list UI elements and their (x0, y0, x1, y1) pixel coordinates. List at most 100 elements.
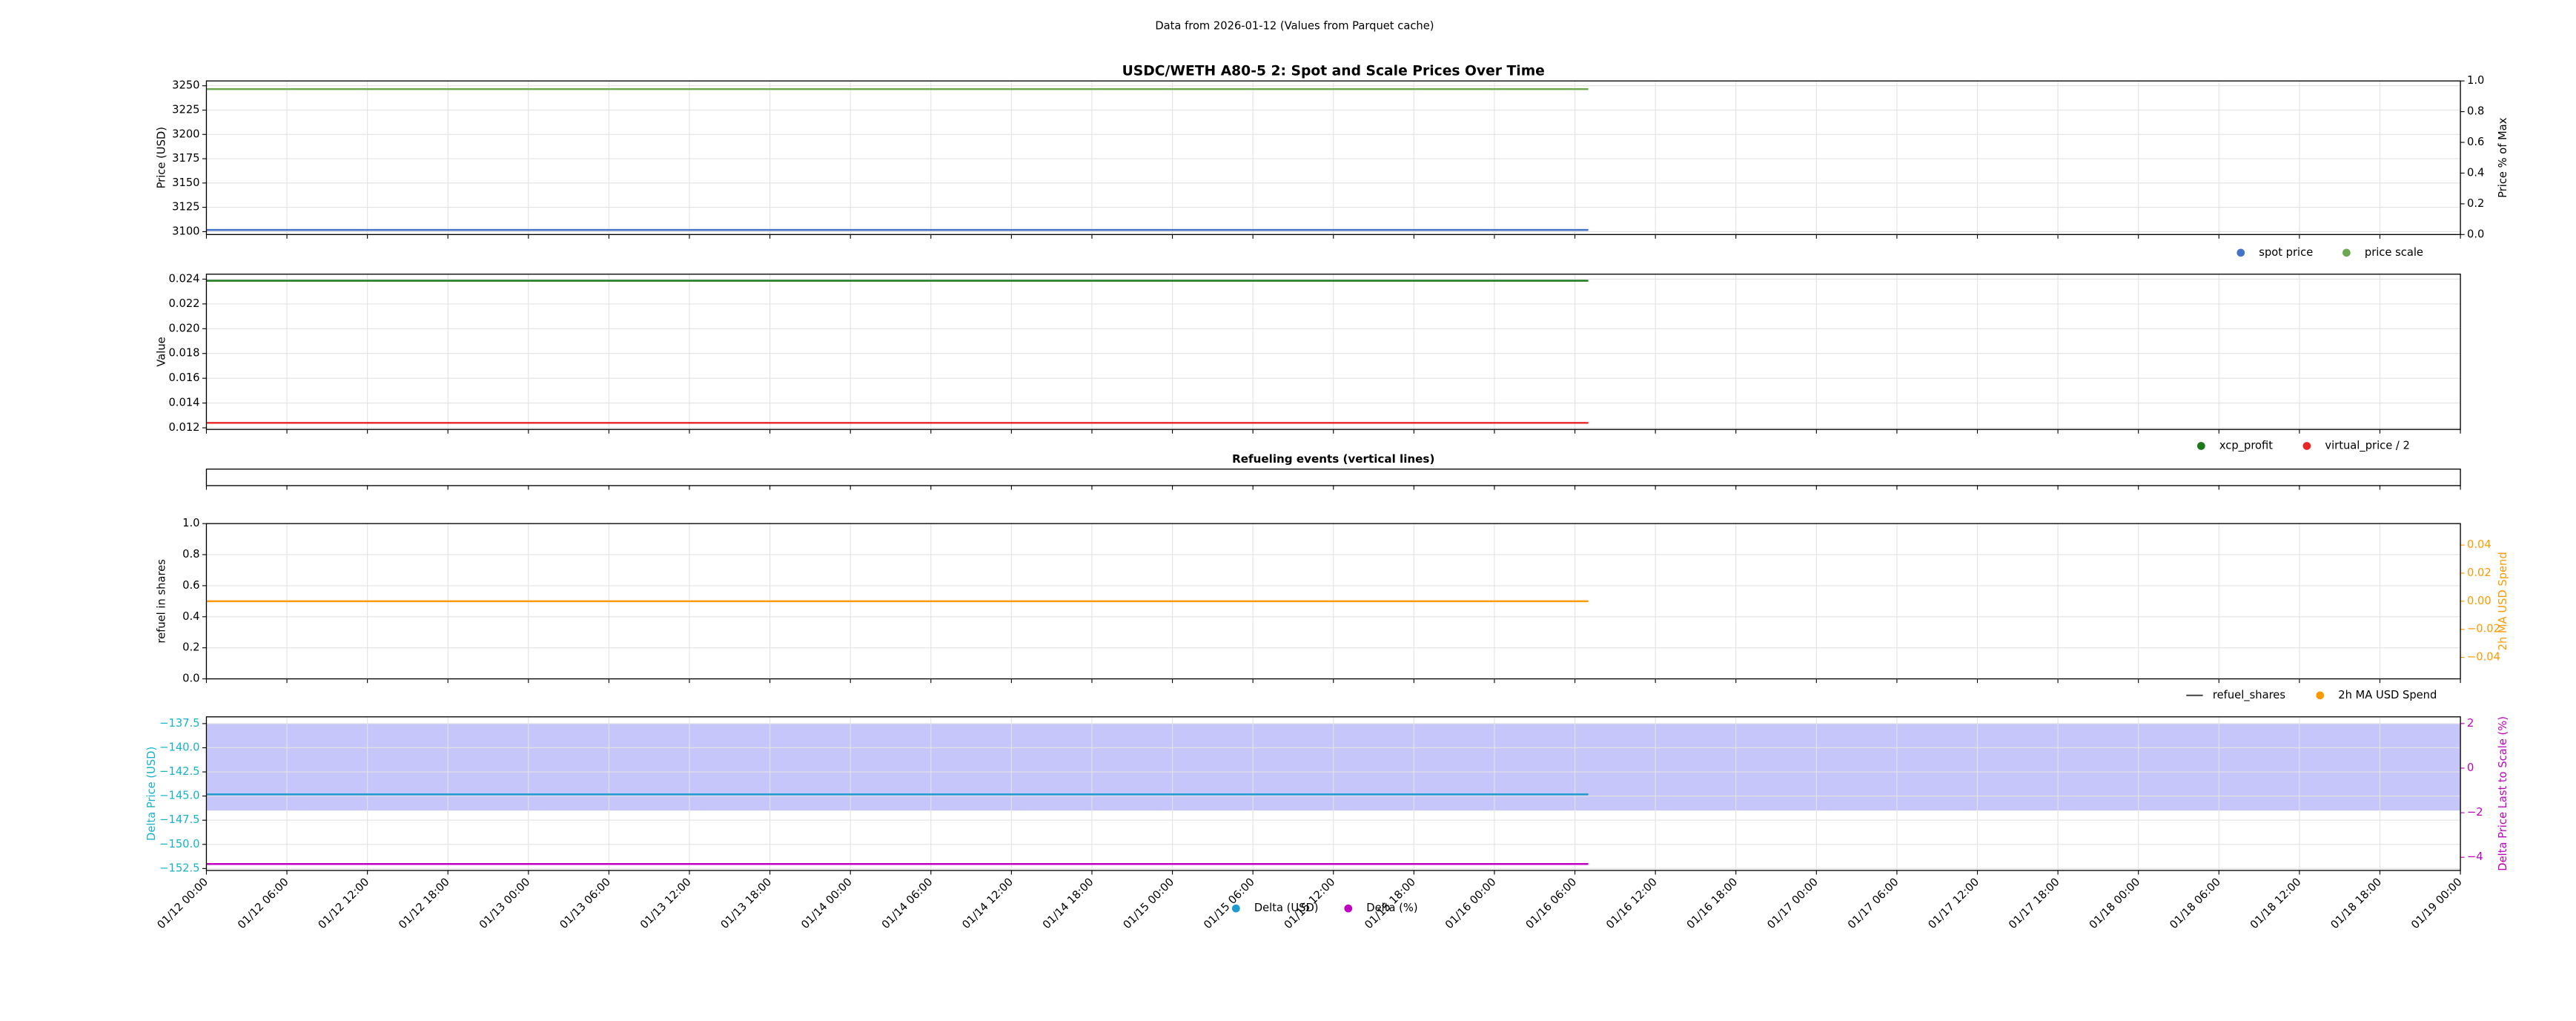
y2-axis-label: Delta Price Last to Scale (%) (2497, 716, 2509, 871)
x-tick-label: 01/14 00:00 (799, 876, 855, 931)
legend-marker (2342, 248, 2351, 257)
legend-label: 2h MA USD Spend (2338, 689, 2437, 701)
y-tick-label: 3250 (172, 79, 199, 92)
axes-frame (205, 523, 2461, 680)
x-tick-label: 01/12 00:00 (155, 876, 211, 931)
y-tick-label: 3150 (172, 176, 199, 189)
legend-label: refuel_shares (2213, 689, 2285, 701)
y-tick-label: 3200 (172, 128, 199, 140)
legend-label: xcp_profit (2219, 439, 2273, 452)
y2-tick-label: −0.04 (2467, 651, 2500, 664)
y2-axis-label: 2h MA USD Spend (2497, 552, 2509, 650)
y-tick-label: 0.2 (182, 641, 199, 654)
legend-marker (2302, 442, 2311, 450)
x-tick-label: 01/14 18:00 (1040, 876, 1096, 931)
y-tick-label: −147.5 (159, 813, 199, 826)
panel-title: Refueling events (vertical lines) (1232, 452, 1434, 466)
y2-tick-label: 0.02 (2467, 566, 2491, 579)
y-axis-label: Price (USD) (155, 127, 168, 188)
y2-tick-label: 2 (2467, 717, 2474, 730)
legend-marker (2316, 691, 2325, 700)
y-tick-label: 3100 (172, 225, 199, 237)
y2-tick-label: 0.4 (2467, 166, 2484, 179)
x-tick-label: 01/14 06:00 (879, 876, 935, 931)
y-tick-label: −142.5 (159, 765, 199, 778)
legend-label: price scale (2365, 246, 2423, 259)
x-tick-label: 01/13 00:00 (477, 876, 532, 931)
x-tick-label: 01/15 06:00 (1202, 876, 1257, 931)
x-tick-label: 01/18 00:00 (2087, 876, 2142, 931)
y2-tick-label: 1.0 (2467, 74, 2484, 87)
y-tick-label: 0.014 (168, 397, 199, 409)
y-tick-label: 0.4 (182, 610, 199, 623)
y2-tick-label: 0 (2467, 761, 2474, 774)
y2-tick-label: −4 (2467, 850, 2483, 863)
y-tick-label: 3225 (172, 103, 199, 116)
y2-tick-label: 0.2 (2467, 197, 2484, 210)
y2-tick-label: 0.0 (2467, 228, 2484, 240)
y-tick-label: −145.0 (159, 790, 199, 802)
x-tick-label: 01/17 12:00 (1926, 876, 1981, 931)
legend-label: virtual_price / 2 (2325, 439, 2409, 452)
x-tick-label: 01/19 00:00 (2409, 876, 2465, 931)
x-tick-label: 01/17 18:00 (2007, 876, 2062, 931)
axes-frame (205, 716, 2461, 871)
y-tick-label: 0.016 (168, 371, 199, 384)
y2-axis-label: Price % of Max (2497, 117, 2509, 198)
y-tick-label: 0.022 (168, 297, 199, 310)
y-tick-label: 0.018 (168, 347, 199, 360)
axes-frame (205, 80, 2461, 235)
x-tick-label: 01/18 12:00 (2248, 876, 2303, 931)
y-tick-label: −150.0 (159, 838, 199, 850)
y-tick-label: 0.0 (182, 673, 199, 685)
y-tick-label: 1.0 (182, 517, 199, 529)
y-tick-label: 0.020 (168, 322, 199, 334)
x-tick-label: 01/13 06:00 (557, 876, 613, 931)
y2-tick-label: −0.02 (2467, 623, 2500, 635)
x-tick-label: 01/17 00:00 (1765, 876, 1821, 931)
x-tick-label: 01/16 00:00 (1443, 876, 1498, 931)
x-tick-label: 01/13 12:00 (638, 876, 693, 931)
y-axis-label: Delta Price (USD) (145, 747, 158, 841)
suptitle: Data from 2026-01-12 (Values from Parque… (1155, 20, 1434, 33)
x-tick-label: 01/16 06:00 (1523, 876, 1579, 931)
y-tick-label: 0.8 (182, 548, 199, 561)
x-tick-label: 01/17 06:00 (1845, 876, 1901, 931)
legend-label: Delta (USD) (1254, 902, 1319, 914)
y-axis-label: Value (155, 337, 168, 366)
y-tick-label: −137.5 (159, 717, 199, 730)
y-tick-label: 3125 (172, 201, 199, 214)
x-tick-label: 01/18 06:00 (2168, 876, 2223, 931)
axes-frame (205, 468, 2461, 486)
panel-title: USDC/WETH A80-5 2: Spot and Scale Prices… (1122, 63, 1545, 79)
x-tick-label: 01/18 18:00 (2328, 876, 2384, 931)
y-axis-label: refuel in shares (155, 559, 168, 643)
y-tick-label: 0.012 (168, 421, 199, 434)
x-tick-label: 01/16 12:00 (1604, 876, 1660, 931)
x-tick-label: 01/14 12:00 (960, 876, 1016, 931)
y2-tick-label: −2 (2467, 806, 2483, 819)
y2-tick-label: 0.04 (2467, 538, 2491, 551)
y-tick-label: 0.6 (182, 579, 199, 592)
y2-tick-label: 0.8 (2467, 105, 2484, 118)
x-tick-label: 01/12 12:00 (316, 876, 371, 931)
x-tick-label: 01/15 00:00 (1121, 876, 1176, 931)
legend-marker (2236, 248, 2245, 257)
y-tick-label: −140.0 (159, 741, 199, 753)
legend-label: spot price (2259, 246, 2313, 259)
x-tick-label: 01/12 06:00 (236, 876, 291, 931)
x-tick-label: 01/16 18:00 (1684, 876, 1740, 931)
y2-tick-label: 0.6 (2467, 136, 2484, 148)
legend-marker (1231, 904, 1240, 913)
x-tick-label: 01/12 18:00 (397, 876, 452, 931)
legend-marker (2196, 442, 2205, 450)
legend-marker (1344, 904, 1353, 913)
legend-label: Delta (%) (1366, 902, 1417, 914)
x-tick-label: 01/13 18:00 (718, 876, 774, 931)
axes-frame (205, 274, 2461, 430)
y-tick-label: 3175 (172, 152, 199, 165)
y-tick-label: 0.024 (168, 272, 199, 285)
y-tick-label: −152.5 (159, 862, 199, 874)
